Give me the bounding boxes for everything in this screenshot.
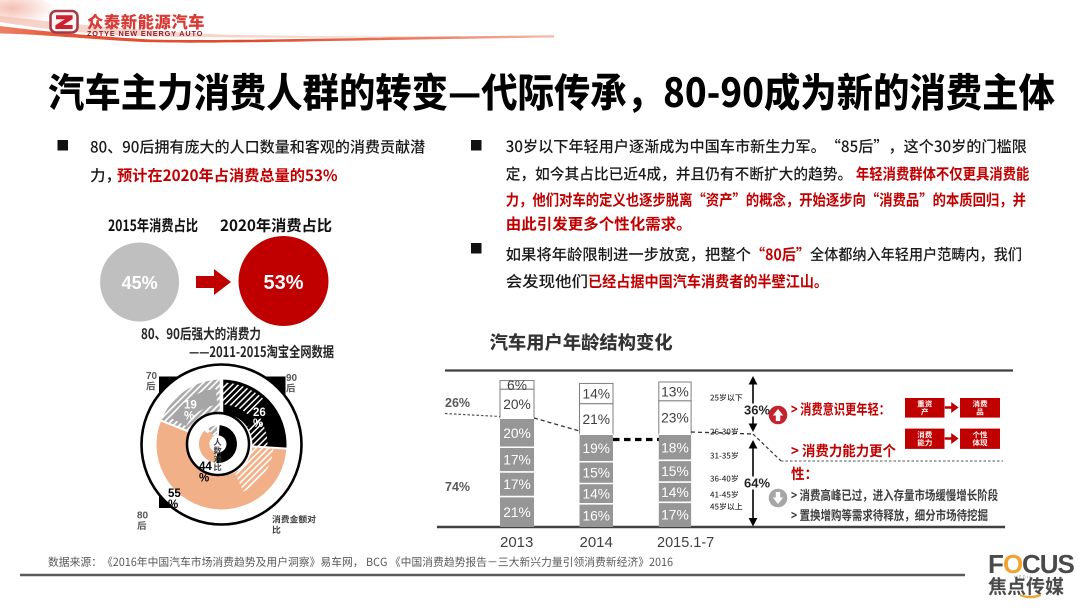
svg-text:18%: 18% xyxy=(661,440,689,455)
svg-text:2015.1-7: 2015.1-7 xyxy=(657,535,714,551)
svg-text:64%: 64% xyxy=(744,476,770,491)
svg-text:CUS: CUS xyxy=(1022,549,1075,579)
svg-text:O: O xyxy=(1003,549,1023,579)
svg-text:70: 70 xyxy=(146,371,158,382)
svg-text:55: 55 xyxy=(168,488,181,500)
svg-text:17%: 17% xyxy=(661,508,689,523)
svg-text:F: F xyxy=(988,549,1004,579)
svg-text:19: 19 xyxy=(184,400,197,412)
svg-text:M E D I A: M E D I A xyxy=(1014,575,1032,580)
svg-text:13%: 13% xyxy=(661,384,689,399)
svg-text:14%: 14% xyxy=(582,387,610,402)
svg-text:53%: 53% xyxy=(263,272,303,294)
svg-text:16%: 16% xyxy=(582,508,610,523)
svg-text:6%: 6% xyxy=(507,378,527,393)
svg-text:2013: 2013 xyxy=(500,534,533,551)
svg-text:2014: 2014 xyxy=(580,534,613,551)
svg-text:20%: 20% xyxy=(503,426,531,441)
svg-text:20%: 20% xyxy=(503,397,531,412)
svg-text:80: 80 xyxy=(137,511,149,522)
svg-text:%: % xyxy=(253,418,263,430)
svg-text:17%: 17% xyxy=(503,477,531,492)
svg-text:17%: 17% xyxy=(503,453,531,468)
svg-text:74%: 74% xyxy=(445,480,470,494)
svg-text:14%: 14% xyxy=(582,487,610,502)
svg-text:14%: 14% xyxy=(661,485,689,500)
svg-text:15%: 15% xyxy=(582,466,610,481)
svg-text:%: % xyxy=(168,499,178,511)
svg-text:19%: 19% xyxy=(582,441,610,456)
svg-text:%: % xyxy=(199,473,209,485)
svg-text:%: % xyxy=(184,411,194,423)
svg-text:36%: 36% xyxy=(744,403,770,418)
svg-text:90: 90 xyxy=(286,373,298,384)
svg-text:15%: 15% xyxy=(661,464,689,479)
svg-text:26%: 26% xyxy=(445,396,470,410)
svg-text:26: 26 xyxy=(253,407,266,419)
svg-text:21%: 21% xyxy=(582,412,610,427)
svg-text:23%: 23% xyxy=(661,411,689,426)
svg-text:ZOTYE NEW ENERGY AUTO: ZOTYE NEW ENERGY AUTO xyxy=(87,29,203,38)
svg-text:44: 44 xyxy=(199,461,212,473)
svg-text:21%: 21% xyxy=(503,505,531,520)
svg-text:45%: 45% xyxy=(122,273,158,293)
